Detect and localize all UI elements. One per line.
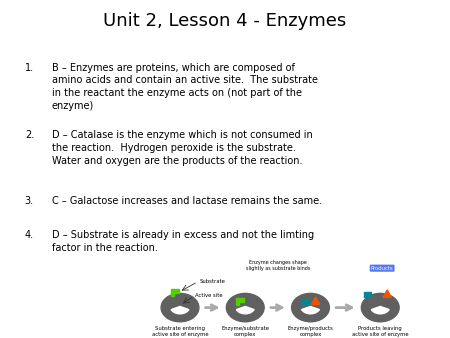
Bar (236, 298, 243, 302)
Circle shape (361, 293, 399, 322)
Text: Enzyme/products
complex: Enzyme/products complex (288, 326, 333, 337)
Wedge shape (171, 307, 189, 314)
Text: Substrate entering
active site of enzyme: Substrate entering active site of enzyme (152, 326, 208, 337)
Text: 1.: 1. (25, 63, 34, 73)
Text: Active site: Active site (195, 293, 223, 298)
Text: Products: Products (371, 266, 393, 271)
Wedge shape (371, 307, 389, 314)
Text: 3.: 3. (25, 196, 34, 206)
Circle shape (226, 293, 264, 322)
Bar (171, 289, 179, 293)
Text: D – Catalase is the enzyme which is not consumed in
the reaction.  Hydrogen pero: D – Catalase is the enzyme which is not … (52, 130, 312, 166)
Text: Unit 2, Lesson 4 - Enzymes: Unit 2, Lesson 4 - Enzymes (104, 12, 346, 30)
Bar (171, 292, 174, 296)
Text: Substrate: Substrate (200, 279, 226, 284)
Polygon shape (383, 290, 392, 297)
Circle shape (161, 293, 199, 322)
Text: D – Substrate is already in excess and not the limting
factor in the reaction.: D – Substrate is already in excess and n… (52, 230, 314, 252)
Bar (364, 292, 371, 297)
Text: C – Galactose increases and lactase remains the same.: C – Galactose increases and lactase rema… (52, 196, 322, 206)
Text: Enzyme/substrate
complex: Enzyme/substrate complex (221, 326, 269, 337)
Bar (236, 302, 239, 305)
Polygon shape (311, 297, 320, 305)
Wedge shape (302, 307, 319, 314)
Wedge shape (236, 307, 254, 314)
Bar (302, 299, 309, 305)
Text: Enzyme changes shape
slightly as substrate binds: Enzyme changes shape slightly as substra… (246, 260, 310, 271)
Text: Products leaving
active site of enzyme: Products leaving active site of enzyme (352, 326, 409, 337)
Text: 2.: 2. (25, 130, 34, 140)
Text: 4.: 4. (25, 230, 34, 240)
Text: B – Enzymes are proteins, which are composed of
amino acids and contain an activ: B – Enzymes are proteins, which are comp… (52, 63, 318, 111)
Circle shape (292, 293, 329, 322)
